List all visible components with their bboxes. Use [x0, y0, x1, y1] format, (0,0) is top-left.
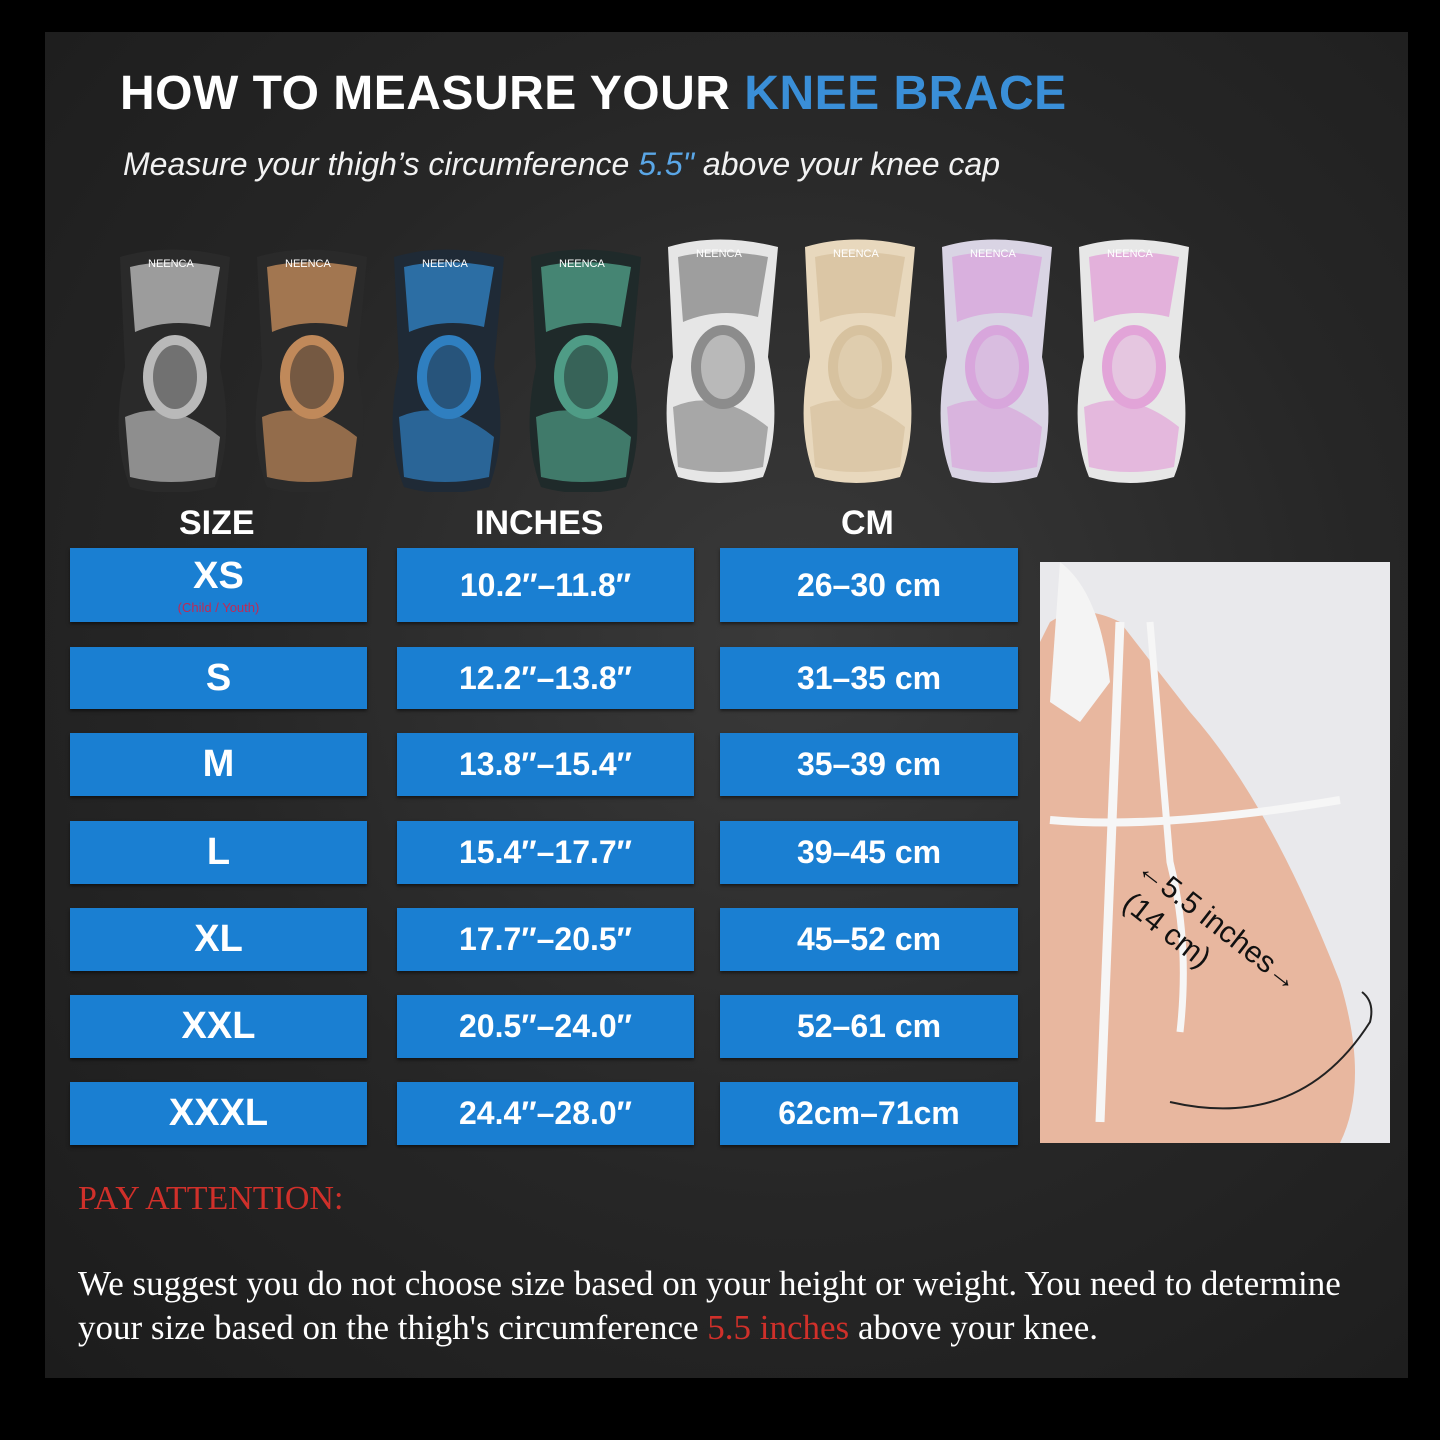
size-label: XXL: [181, 1005, 256, 1047]
knee-brace-pink-white: NEENCA: [1077, 239, 1189, 483]
attention-text: We suggest you do not choose size based …: [78, 1264, 1341, 1347]
cm-value: 31–35 cm: [796, 659, 942, 696]
cm-value: 35–39 cm: [796, 746, 942, 782]
cm-value: 45–52 cm: [796, 921, 942, 957]
brand-logo: NEENCA: [833, 248, 880, 260]
size-label: XS: [193, 555, 244, 597]
header-inches: INCHES: [475, 504, 604, 542]
size-label: XXXL: [168, 1092, 269, 1134]
attention-heading: PAY ATTENTION:: [78, 1180, 344, 1217]
size-cell: XXXL: [70, 1082, 367, 1145]
inches-cell: 24.4″–28.0″: [397, 1082, 694, 1145]
page-subtitle: Measure your thigh’s circumference 5.5" …: [123, 146, 1001, 182]
inches-cell: 10.2″–11.8″: [397, 548, 694, 622]
thigh-measurement-photo: ←5.5 inches→ (14 cm): [1040, 562, 1390, 1143]
knee-brace-gray-black: NEENCA: [118, 249, 230, 492]
brand-logo: NEENCA: [1107, 248, 1154, 260]
knee-brace-white-gray: NEENCA: [666, 239, 778, 483]
inches-value: 15.4″–17.7″: [458, 834, 632, 870]
size-cell: M: [70, 733, 367, 796]
inches-cell: 12.2″–13.8″: [397, 647, 694, 709]
brand-logo: NEENCA: [696, 248, 743, 260]
brand-logo: NEENCA: [970, 248, 1017, 260]
inches-cell: 20.5″–24.0″: [397, 995, 694, 1058]
inches-value: 20.5″–24.0″: [458, 1008, 632, 1044]
brand-logo: NEENCA: [148, 258, 195, 270]
size-cell: XS (Child / Youth): [70, 548, 367, 622]
cm-value: 39–45 cm: [796, 834, 942, 870]
inches-cell: 17.7″–20.5″: [397, 908, 694, 971]
cm-cell: 31–35 cm: [720, 647, 1018, 709]
inches-value: 12.2″–13.8″: [458, 659, 632, 696]
header-cm: CM: [841, 504, 894, 542]
brand-logo: NEENCA: [559, 258, 606, 270]
size-cell: XL: [70, 908, 367, 971]
size-label: M: [202, 743, 235, 785]
size-label: XL: [194, 918, 243, 960]
inches-value: 10.2″–11.8″: [459, 566, 632, 603]
page-title: HOW TO MEASURE YOUR KNEE BRACE: [120, 67, 1067, 120]
size-chart-panel: HOW TO MEASURE YOUR KNEE BRACE Measure y…: [45, 32, 1408, 1378]
inches-cell: 15.4″–17.7″: [397, 821, 694, 884]
cm-value: 62cm–71cm: [778, 1095, 960, 1131]
size-cell: XXL: [70, 995, 367, 1058]
knee-brace-bronze-black: NEENCA: [255, 249, 367, 492]
knee-brace-variants: NEENCA NEENCA NEENCA NEENCA NEENCA NEENC…: [118, 239, 1189, 492]
cm-cell: 35–39 cm: [720, 733, 1018, 796]
knee-brace-green-black: NEENCA: [529, 249, 641, 492]
brand-logo: NEENCA: [422, 258, 469, 270]
inches-value: 13.8″–15.4″: [458, 746, 632, 782]
size-label: L: [206, 831, 231, 873]
inches-value: 17.7″–20.5″: [458, 921, 632, 957]
cm-value: 26–30 cm: [796, 566, 942, 603]
cm-cell: 39–45 cm: [720, 821, 1018, 884]
header-size: SIZE: [179, 504, 255, 542]
cm-value: 52–61 cm: [796, 1008, 942, 1044]
knee-brace-lavender: NEENCA: [940, 239, 1052, 483]
size-cell: L: [70, 821, 367, 884]
size-cell: S: [70, 647, 367, 709]
cm-cell: 45–52 cm: [720, 908, 1018, 971]
inches-value: 24.4″–28.0″: [458, 1095, 632, 1131]
knee-brace-blue-black: NEENCA: [392, 249, 504, 492]
cm-cell: 26–30 cm: [720, 548, 1018, 622]
cm-cell: 62cm–71cm: [720, 1082, 1018, 1145]
size-label: S: [205, 656, 232, 699]
knee-brace-beige: NEENCA: [803, 239, 915, 483]
size-note: (Child / Youth): [177, 600, 260, 615]
cm-cell: 52–61 cm: [720, 995, 1018, 1058]
inches-cell: 13.8″–15.4″: [397, 733, 694, 796]
brand-logo: NEENCA: [285, 258, 332, 270]
